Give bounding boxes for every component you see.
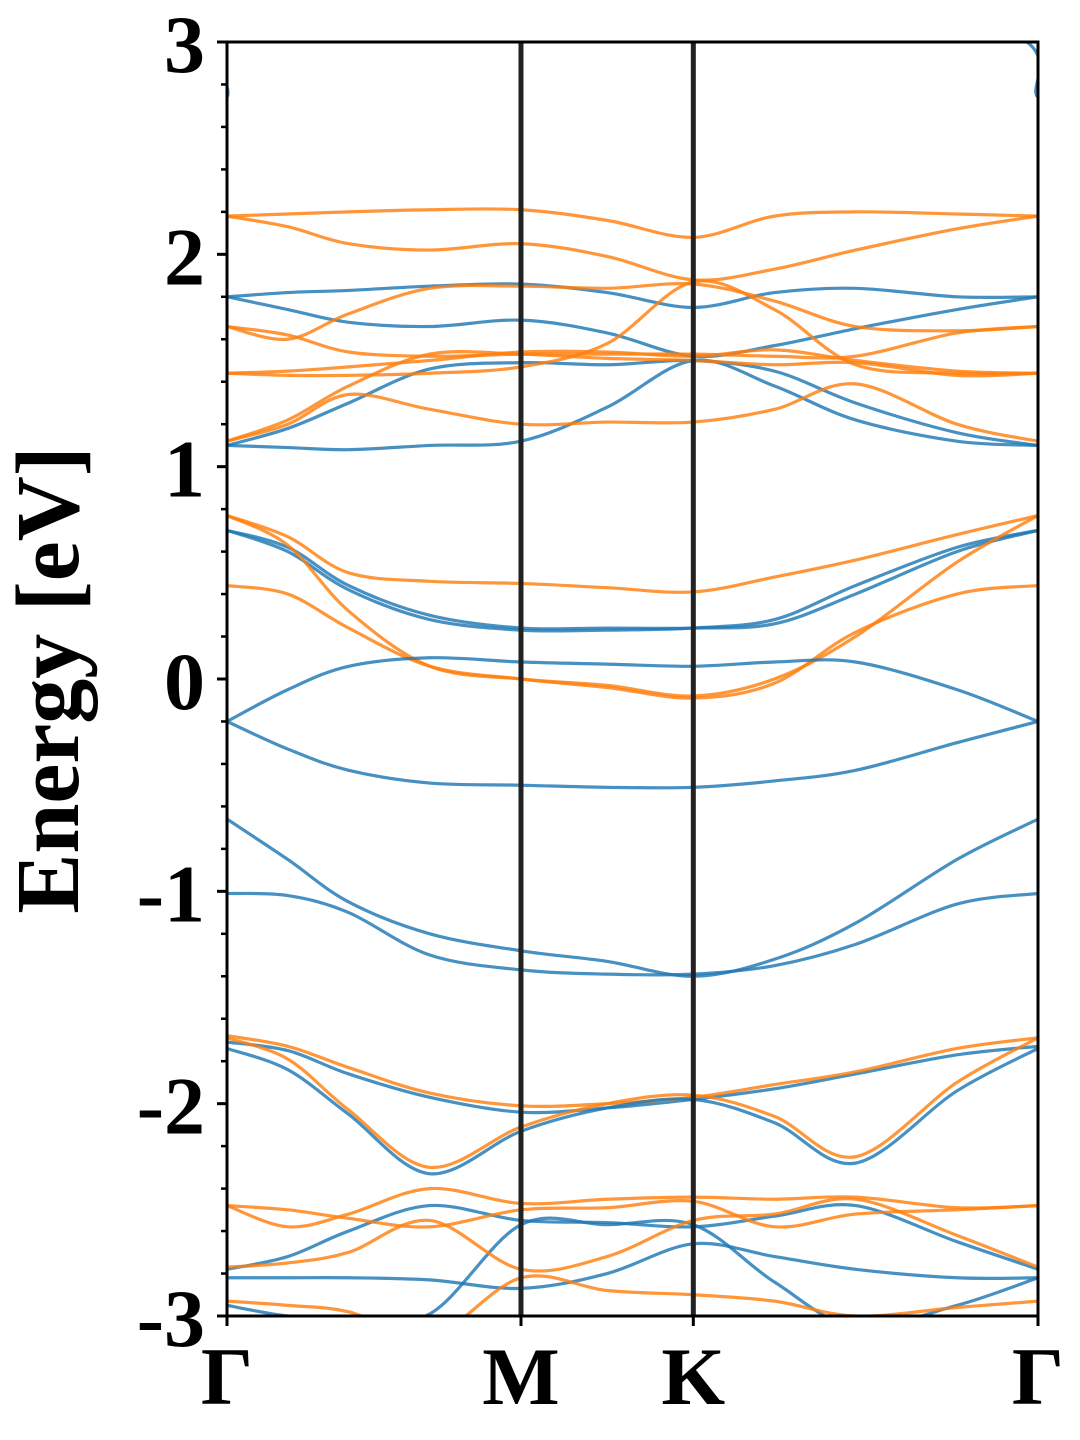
band-line-orange (227, 282, 1038, 342)
band-line-blue (227, 656, 1038, 723)
band-line-orange (227, 214, 1038, 282)
y-tick-label: 2 (164, 211, 205, 302)
band-line-blue (227, 1046, 1038, 1176)
band-line-blue (227, 817, 1038, 978)
x-tick-label: Γ (1012, 1331, 1064, 1422)
band-line-blue (227, 528, 1038, 633)
band-line-blue (227, 1216, 1038, 1316)
band-line-orange (227, 514, 1038, 698)
y-axis-title: Energy [eV] (0, 446, 98, 913)
y-tick-label: -2 (137, 1061, 205, 1152)
band-line-blue (227, 282, 1038, 310)
band-line-blue (227, 358, 1038, 452)
band-line-orange (227, 1036, 1038, 1169)
y-axis: 3 2 1 0 -1 -2 -3 (137, 0, 227, 1364)
band-line-blue (227, 358, 1038, 448)
y-tick-label: 1 (164, 424, 205, 515)
band-lines (227, 42, 1038, 1316)
band-line-orange (227, 583, 1038, 700)
band-line-blue (227, 1241, 1038, 1291)
band-line-blue (227, 891, 1038, 977)
band-line-orange (227, 350, 1038, 443)
band-line-orange (227, 1186, 1038, 1229)
band-line-orange (227, 1274, 1038, 1316)
band-line-orange (227, 513, 1038, 594)
band-line-blue (227, 528, 1038, 631)
band-line-orange (227, 382, 1038, 443)
y-tick-label: -3 (137, 1273, 205, 1364)
x-tick-label: K (661, 1331, 725, 1422)
x-tick-label: Γ (201, 1331, 253, 1422)
y-tick-label: 3 (164, 0, 205, 90)
x-tick-label: M (482, 1331, 559, 1422)
y-tick-label: 0 (164, 636, 205, 727)
kpoint-dividers (518, 42, 696, 1316)
band-line-orange (227, 207, 1038, 239)
y-tick-label: -1 (137, 848, 205, 939)
band-line-orange (227, 279, 1038, 378)
band-line-orange (227, 1197, 1038, 1273)
band-line-orange (227, 348, 1038, 375)
band-line-orange (227, 1034, 1038, 1108)
band-line-blue (227, 42, 1038, 99)
band-line-blue (227, 719, 1038, 790)
